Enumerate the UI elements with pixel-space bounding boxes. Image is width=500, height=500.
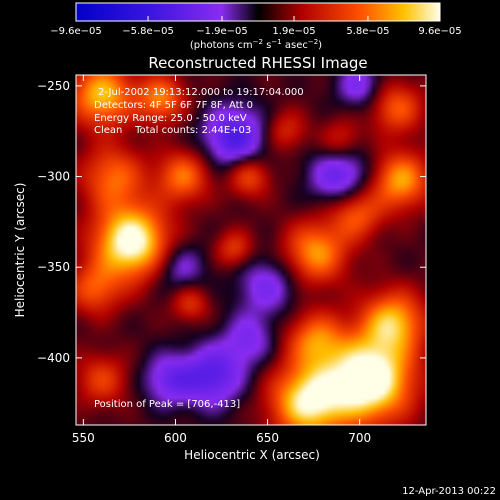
y-tick-label: −300 — [37, 170, 70, 184]
colorbar-gradient — [75, 2, 441, 22]
colorbar-tick-label: 1.9e−05 — [272, 26, 315, 37]
x-tick-label: 650 — [256, 431, 279, 445]
annotation-clean: Clean Total counts: 2.44E+03 — [94, 125, 251, 136]
plot-frame — [75, 74, 427, 426]
annotation-time-range: 2-Jul-2002 19:13:12.000 to 19:17:04.000 — [98, 87, 304, 98]
annotation-energy: Energy Range: 25.0 - 50.0 keV — [94, 113, 247, 124]
colorbar-tick-label: −1.9e−05 — [196, 26, 248, 37]
x-axis-ticks: 550 600 650 700 — [72, 75, 371, 445]
y-axis-ticks: −250 −300 −350 −400 — [37, 79, 426, 365]
footer-timestamp: 12-Apr-2013 00:22 — [402, 486, 496, 497]
colorbar-tick-label: 5.8e−05 — [346, 26, 389, 37]
colorbar-ticks: −9.6e−05 −5.8e−05 −1.9e−05 1.9e−05 5.8e−05 9.… — [50, 16, 462, 37]
chart-title: Reconstructed RHESSI Image — [148, 54, 367, 72]
colorbar-units: (photons cm−2 s−1 asec−2) — [190, 38, 322, 51]
y-tick-label: −400 — [37, 351, 70, 365]
annotation-detectors: Detectors: 4F 5F 6F 7F 8F, Att 0 — [94, 100, 253, 111]
x-axis-label: Heliocentric X (arcsec) — [184, 448, 320, 462]
colorbar: −9.6e−05 −5.8e−05 −1.9e−05 1.9e−05 5.8e−05 9.… — [50, 2, 462, 51]
y-tick-label: −250 — [37, 79, 70, 93]
x-tick-label: 550 — [72, 431, 95, 445]
annotation-peak-position: Position of Peak = [706,-413] — [94, 399, 240, 410]
y-axis-label: Heliocentric Y (arcsec) — [13, 183, 27, 318]
colorbar-tick-label: −5.8e−05 — [122, 26, 174, 37]
x-tick-label: 700 — [348, 431, 371, 445]
x-tick-label: 600 — [164, 431, 187, 445]
heatmap-image — [76, 75, 426, 425]
annotations: 2-Jul-2002 19:13:12.000 to 19:17:04.000 … — [94, 87, 304, 410]
colorbar-tick-label: 9.6e−05 — [418, 26, 461, 37]
y-tick-label: −350 — [37, 260, 70, 274]
colorbar-tick-label: −9.6e−05 — [50, 26, 102, 37]
